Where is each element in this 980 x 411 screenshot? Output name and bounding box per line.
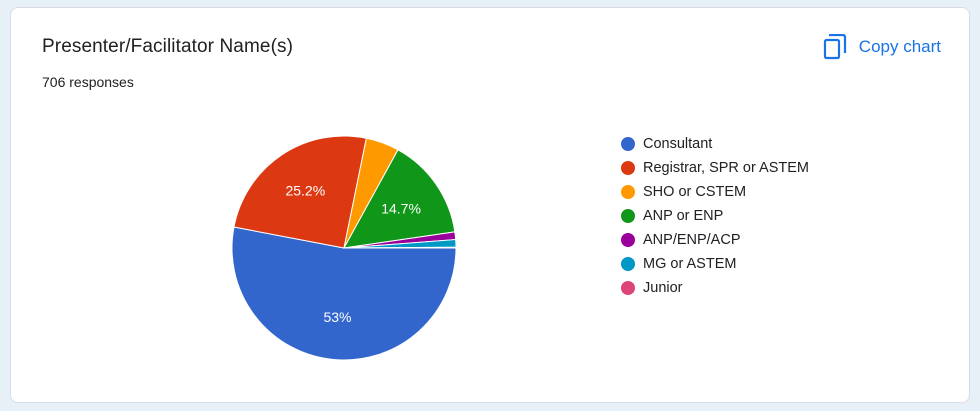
chart-card: Presenter/Facilitator Name(s) 706 respon…	[10, 7, 970, 403]
pie-slice-label-0: 53%	[323, 309, 351, 325]
copy-icon	[823, 34, 847, 60]
legend-swatch	[621, 257, 635, 271]
legend-swatch	[621, 209, 635, 223]
legend-label: ANP or ENP	[643, 208, 724, 224]
pie-slice-label-3: 14.7%	[381, 200, 421, 216]
copy-chart-button[interactable]: Copy chart	[817, 30, 947, 64]
pie-slice-6[interactable]	[343, 246, 457, 249]
copy-chart-label: Copy chart	[858, 37, 941, 56]
legend-item-3: ANP or ENP	[621, 204, 809, 228]
legend-label: MG or ASTEM	[643, 256, 737, 272]
pie-slice-label-1: 25.2%	[285, 182, 325, 198]
legend-label: SHO or CSTEM	[643, 184, 747, 200]
legend-swatch	[621, 137, 635, 151]
pie-slice-0[interactable]	[231, 226, 457, 361]
legend-label: ANP/ENP/ACP	[643, 232, 741, 248]
response-count: 706 responses	[42, 74, 134, 90]
pie-slice-3[interactable]	[343, 149, 456, 249]
pie-slice-1[interactable]	[233, 135, 367, 249]
legend-item-5: MG or ASTEM	[621, 252, 809, 276]
legend-item-4: ANP/ENP/ACP	[621, 228, 809, 252]
legend-swatch	[621, 233, 635, 247]
legend-label: Junior	[643, 280, 683, 296]
legend-swatch	[621, 161, 635, 175]
chart-title: Presenter/Facilitator Name(s)	[42, 36, 294, 57]
legend-item-0: Consultant	[621, 132, 809, 156]
legend-label: Registrar, SPR or ASTEM	[643, 160, 809, 176]
legend-label: Consultant	[643, 136, 713, 152]
legend-item-2: SHO or CSTEM	[621, 180, 809, 204]
legend-item-6: Junior	[621, 276, 809, 300]
legend-item-1: Registrar, SPR or ASTEM	[621, 156, 809, 180]
pie-chart: 53% 25.2% 14.7%	[231, 135, 457, 361]
chart-legend: Consultant Registrar, SPR or ASTEM SHO or …	[621, 132, 809, 300]
legend-swatch	[621, 185, 635, 199]
legend-swatch	[621, 281, 635, 295]
